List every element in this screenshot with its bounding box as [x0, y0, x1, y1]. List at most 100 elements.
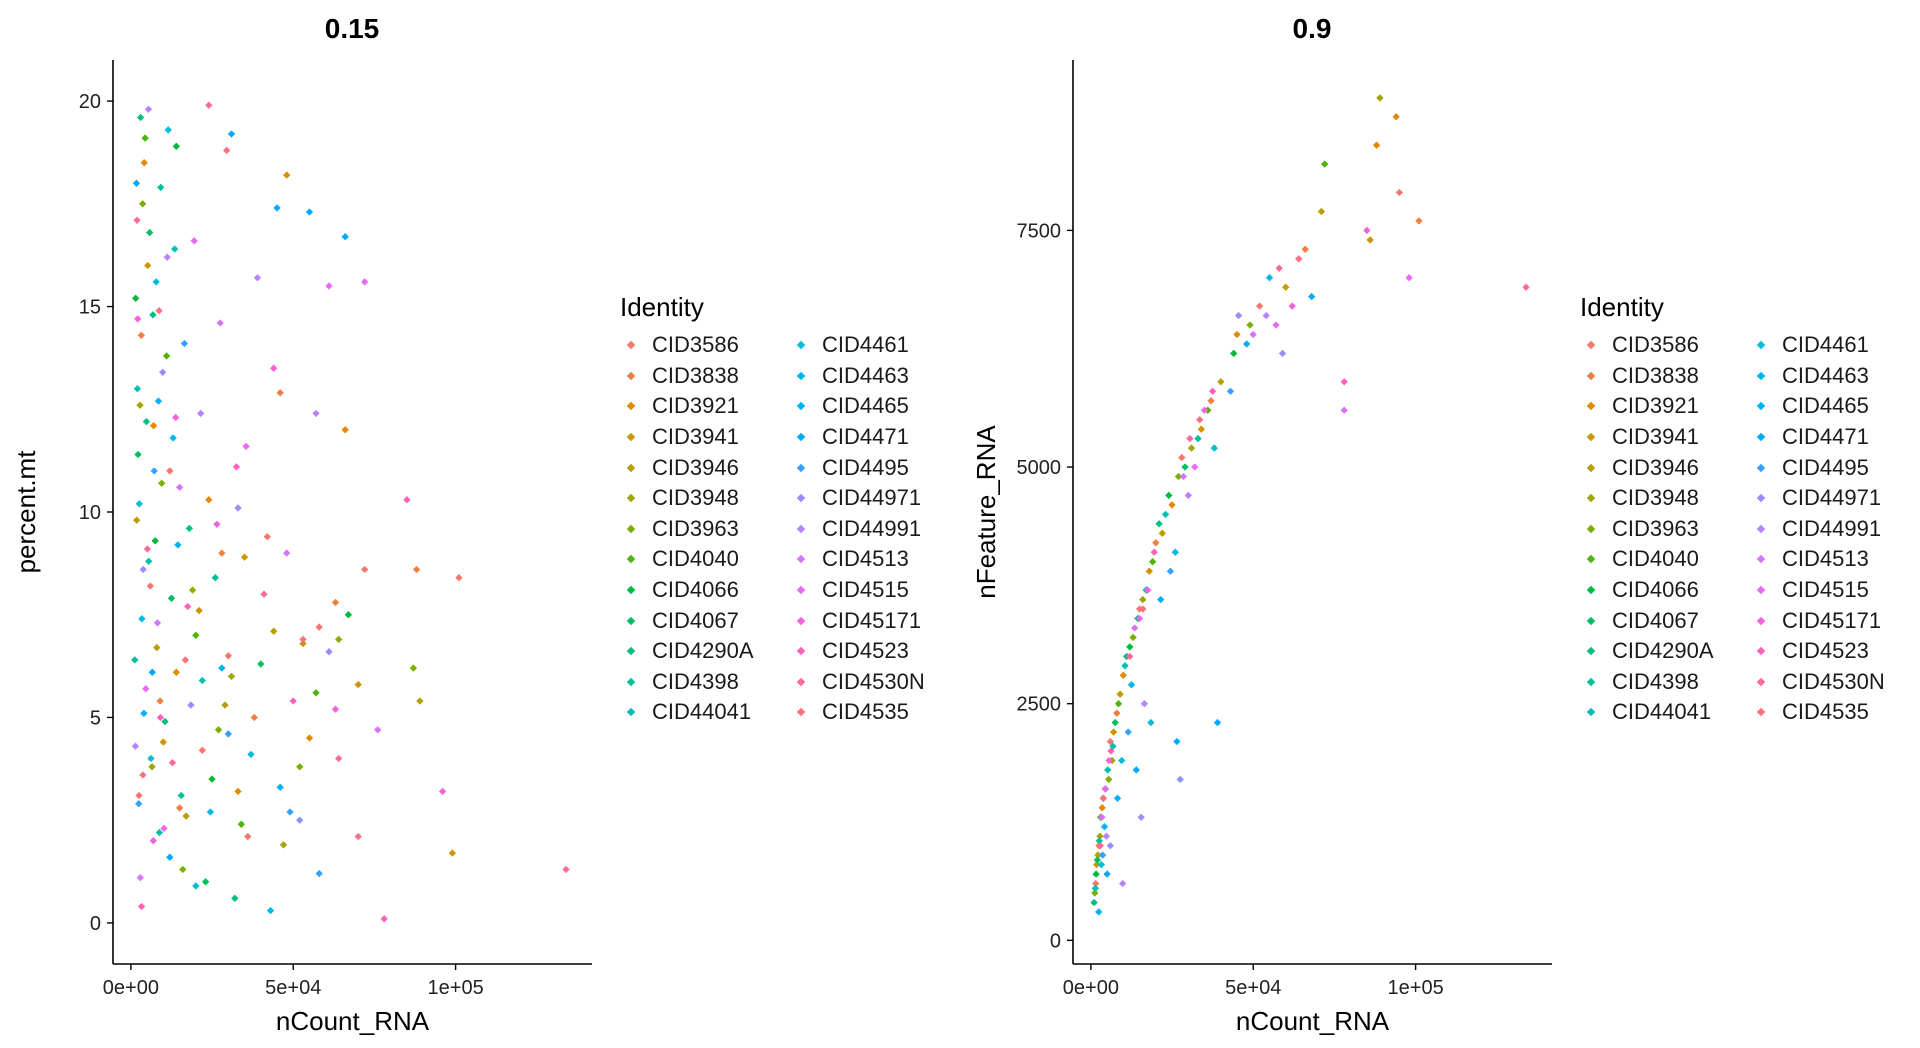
data-point	[1282, 283, 1290, 291]
data-point	[1165, 491, 1173, 500]
legend-label: CID4523	[1782, 638, 1869, 664]
legend-key-swatch	[796, 341, 806, 350]
data-point	[305, 208, 314, 216]
data-point	[1217, 378, 1225, 386]
data-point	[1191, 463, 1199, 471]
data-point	[1105, 756, 1113, 765]
legend-label: CID44991	[1782, 515, 1882, 541]
data-point	[1150, 548, 1158, 556]
legend-label: CID4465	[822, 393, 909, 419]
x-tick-label: 0e+00	[1063, 977, 1119, 999]
data-point	[1230, 349, 1238, 358]
x-axis-label: nCount_RNA	[1236, 1006, 1390, 1036]
data-point	[1098, 813, 1106, 821]
data-point	[1121, 662, 1129, 670]
legend-item: CID44991	[1750, 514, 1885, 545]
legend-col-1: CID3586 CID3838 CID3921 CID3941 CID3946 CID39…	[620, 330, 754, 728]
data-point	[158, 479, 166, 487]
data-point	[1392, 113, 1400, 121]
data-point	[1093, 856, 1102, 864]
data-point	[1100, 823, 1109, 831]
legend-key-swatch	[1756, 646, 1766, 656]
legend-item: CID45171	[790, 605, 925, 636]
data-point	[190, 237, 198, 245]
data-point	[177, 791, 185, 800]
data-point	[232, 463, 241, 471]
data-point	[1186, 434, 1194, 443]
legend-key-swatch	[1586, 555, 1596, 564]
legend-item: CID3921	[620, 391, 754, 422]
y-axis-label: nFeature_RNA	[971, 425, 1001, 599]
legend-key-swatch	[1586, 341, 1596, 350]
data-point	[131, 656, 139, 664]
data-point	[1126, 643, 1134, 651]
legend-title: Identity	[1580, 292, 1664, 322]
data-point	[331, 705, 340, 713]
data-point	[1405, 274, 1413, 282]
data-point	[1119, 879, 1127, 888]
data-point	[1161, 510, 1170, 519]
data-point	[169, 434, 177, 442]
legend-item: CID4067	[620, 605, 754, 636]
legend-key-swatch	[1586, 524, 1596, 534]
data-point	[184, 602, 192, 611]
legend-key-swatch	[1756, 432, 1766, 442]
legend-key-swatch	[1586, 585, 1596, 595]
data-point	[172, 142, 180, 150]
data-point	[1249, 330, 1257, 339]
legend-col-1: CID3586 CID3838 CID3921 CID3941 CID3946 CID39…	[1580, 330, 1714, 728]
legend-item: CID4040	[1580, 544, 1714, 575]
data-point	[279, 841, 288, 849]
data-point	[141, 134, 149, 142]
legend-key-swatch	[626, 616, 636, 625]
legend-key-swatch	[796, 463, 806, 472]
legend-key-swatch	[1756, 677, 1766, 687]
data-point	[133, 385, 142, 393]
data-point	[1246, 321, 1254, 329]
legend-label: CID4463	[1782, 362, 1869, 388]
data-point	[1096, 842, 1104, 850]
legend-label: CID4495	[1782, 454, 1869, 480]
legend-item: CID3586	[620, 330, 754, 361]
legend-key-swatch	[1756, 524, 1766, 534]
data-point	[250, 713, 258, 722]
legend-label: CID3946	[1612, 454, 1699, 480]
data-point	[148, 763, 156, 771]
data-point	[140, 159, 148, 167]
data-point	[198, 676, 206, 685]
data-points	[1090, 94, 1530, 916]
data-point	[185, 524, 193, 533]
x-tick-label: 0e+00	[103, 977, 159, 999]
legend-item: CID44991	[790, 514, 925, 545]
legend-label: CID3941	[1612, 424, 1699, 450]
data-point	[1176, 775, 1184, 784]
data-point	[1213, 718, 1222, 727]
legend-key-swatch	[1756, 555, 1766, 564]
data-point	[1098, 851, 1107, 859]
legend-item: CID4461	[1750, 330, 1885, 361]
legend-key-swatch	[626, 524, 636, 534]
legend-label: CID4523	[822, 638, 909, 664]
data-point	[195, 606, 203, 615]
data-point	[159, 738, 167, 746]
data-point	[142, 417, 151, 426]
data-point	[155, 828, 164, 837]
legend-label: CID4515	[1782, 577, 1869, 603]
legend-label: CID4461	[822, 332, 909, 358]
legend-item: CID3838	[1580, 361, 1714, 392]
y-tick-label: 10	[79, 502, 101, 524]
data-point	[213, 520, 221, 528]
data-point	[1395, 188, 1404, 197]
data-point	[1090, 898, 1098, 907]
data-point	[1166, 567, 1175, 575]
data-point	[247, 750, 255, 759]
data-point	[218, 664, 226, 672]
data-point	[223, 146, 231, 155]
data-point	[266, 906, 275, 915]
data-point	[315, 869, 323, 878]
legend-label: CID3586	[1612, 332, 1699, 358]
data-point	[1171, 548, 1179, 556]
data-point	[1262, 311, 1270, 320]
legend-key-swatch	[1586, 402, 1596, 411]
legend-label: CID44971	[1782, 485, 1882, 511]
